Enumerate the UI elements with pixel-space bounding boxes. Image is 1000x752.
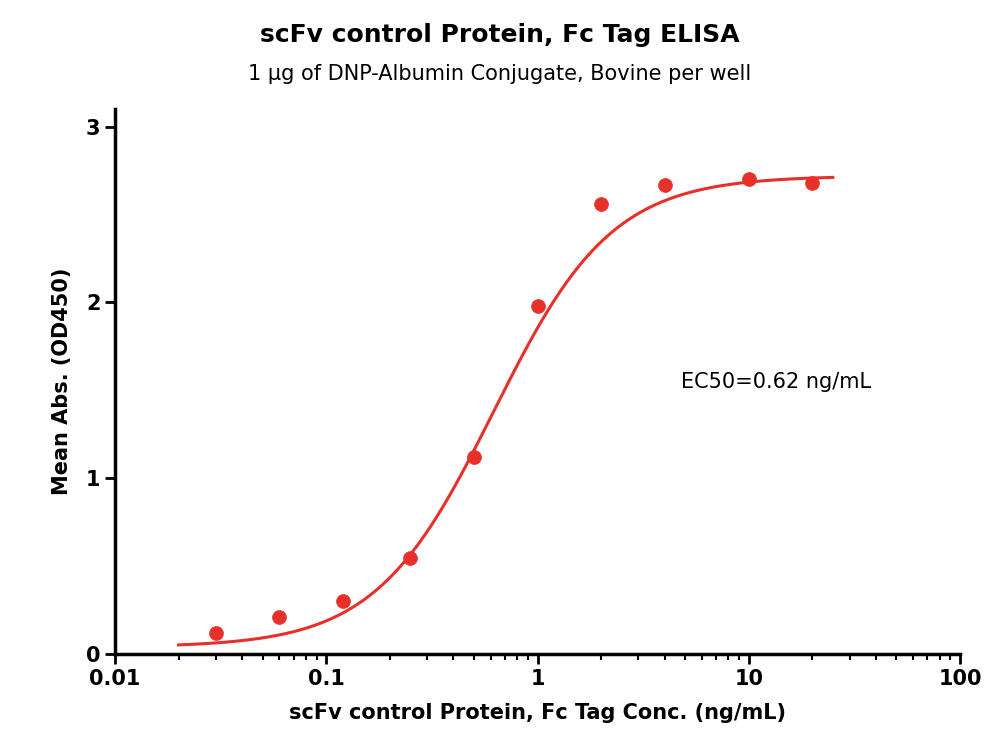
Text: EC50=0.62 ng/mL: EC50=0.62 ng/mL (681, 371, 871, 392)
Y-axis label: Mean Abs. (OD450): Mean Abs. (OD450) (52, 268, 72, 496)
Point (657, 179, 673, 191)
Point (466, 451, 482, 463)
Point (402, 551, 418, 563)
Point (804, 177, 820, 189)
Text: 1 μg of DNP-Albumin Conjugate, Bovine per well: 1 μg of DNP-Albumin Conjugate, Bovine pe… (248, 64, 752, 84)
Point (530, 300, 546, 312)
X-axis label: scFv control Protein, Fc Tag Conc. (ng/mL): scFv control Protein, Fc Tag Conc. (ng/m… (289, 702, 786, 723)
Point (208, 627, 224, 639)
Point (335, 596, 351, 608)
Text: scFv control Protein, Fc Tag ELISA: scFv control Protein, Fc Tag ELISA (260, 23, 740, 47)
Point (593, 198, 609, 210)
Point (271, 611, 287, 623)
Point (741, 174, 757, 186)
